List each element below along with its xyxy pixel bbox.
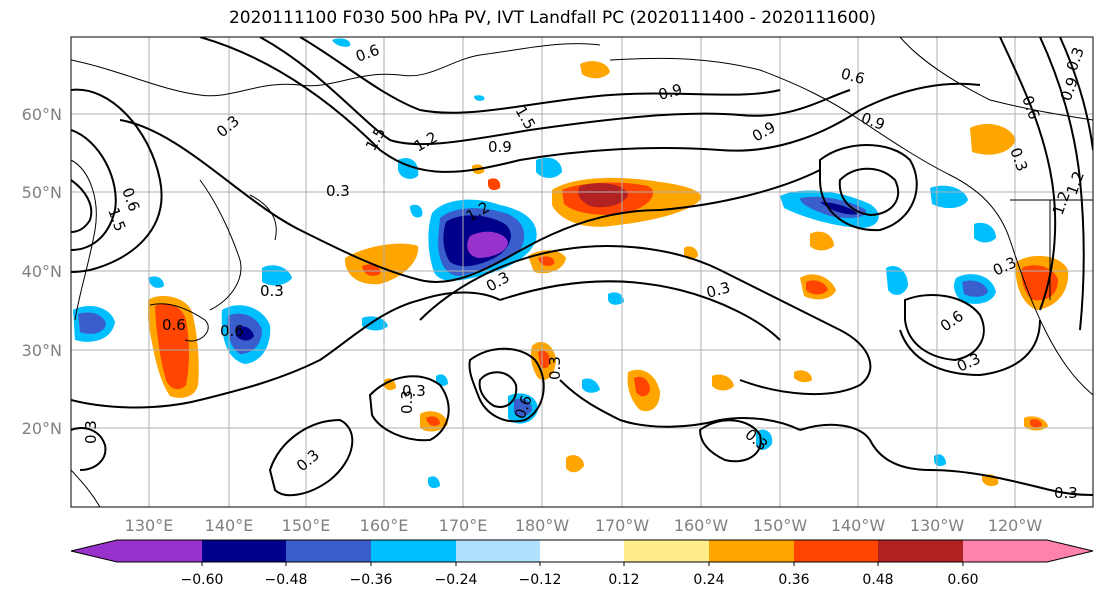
- lon-tick-label: 170°W: [595, 516, 650, 535]
- colorbar-segment: [878, 540, 963, 562]
- colorbar-segment: [963, 540, 1048, 562]
- colorbar-segment: [540, 540, 625, 562]
- colorbar-tick-label: −0.36: [350, 572, 393, 588]
- colorbar-tick-label: 0.60: [947, 572, 978, 588]
- contour-label: 0.9: [488, 138, 512, 156]
- lat-tick-label: 40°N: [22, 262, 62, 281]
- lon-tick-label: 150°E: [282, 516, 331, 535]
- contour-label: 0.3: [398, 390, 416, 414]
- map-frame: [70, 36, 1094, 508]
- colorbar-segment: [456, 540, 541, 562]
- lon-tick-label: 160°W: [674, 516, 729, 535]
- colorbar-tick-label: 0.12: [608, 572, 639, 588]
- lon-tick-label: 140°E: [205, 516, 254, 535]
- colorbar-tick-label: −0.60: [181, 572, 224, 588]
- lat-tick-label: 60°N: [22, 105, 62, 124]
- lon-tick-label: 120°W: [988, 516, 1043, 535]
- lat-tick-label: 30°N: [22, 341, 62, 360]
- map-area: 0.6 0.6 0.9 1.5 0.3 0.9 1.5 1.2 0.9 0.6 …: [71, 37, 1093, 507]
- contour-label: 0.9: [656, 80, 684, 104]
- lat-tick-labels: 20°N 30°N 40°N 50°N 60°N: [22, 105, 62, 438]
- colorbar: −0.60 −0.48 −0.36 −0.24 −0.12 0.12 0.24 …: [70, 539, 1094, 588]
- contour-label: 0.3: [260, 282, 284, 300]
- lon-tick-label: 150°W: [753, 516, 808, 535]
- colorbar-segment: [709, 540, 794, 562]
- colorbar-extend-right: [1047, 540, 1093, 562]
- contour-label: 0.6: [220, 322, 244, 340]
- lon-tick-labels: 130°E 140°E 150°E 160°E 170°E 180°W 170°…: [125, 516, 1043, 535]
- lon-tick-label: 140°W: [831, 516, 886, 535]
- contour-label: 0.3: [82, 420, 100, 444]
- lon-tick-label: 130°W: [910, 516, 965, 535]
- colorbar-tick-label: −0.48: [265, 572, 308, 588]
- colorbar-tick-label: 0.36: [778, 572, 809, 588]
- lon-tick-label: 130°E: [125, 516, 174, 535]
- colorbar-segment: [371, 540, 456, 562]
- ivt-contours: [71, 37, 1093, 497]
- contour-label: 0.3: [402, 382, 426, 400]
- colorbar-extend-left: [71, 540, 117, 562]
- colorbar-segment: [202, 540, 287, 562]
- colorbar-tick-label: −0.24: [435, 572, 478, 588]
- colorbar-segment: [794, 540, 879, 562]
- colorbar-tick-label: 0.48: [862, 572, 893, 588]
- colorbar-segment: [117, 540, 202, 562]
- lat-tick-label: 20°N: [22, 419, 62, 438]
- contour-label: 0.3: [1054, 484, 1078, 502]
- colorbar-tick-label: 0.24: [693, 572, 724, 588]
- map-title: 2020111100 F030 500 hPa PV, IVT Landfall…: [228, 8, 876, 28]
- colorbar-segment: [286, 540, 371, 562]
- coastlines: [71, 37, 1093, 507]
- lon-tick-label: 170°E: [439, 516, 488, 535]
- colorbar-tick-label: −0.12: [519, 572, 562, 588]
- contour-label: 0.3: [546, 356, 564, 380]
- contour-label: 0.6: [162, 316, 186, 334]
- colorbar-segment: [624, 540, 709, 562]
- contour-label: 0.3: [326, 182, 350, 200]
- lon-tick-label: 160°E: [360, 516, 409, 535]
- contour-label: 0.3: [704, 278, 732, 302]
- lat-tick-label: 50°N: [22, 183, 62, 202]
- lon-tick-label: 180°W: [515, 516, 570, 535]
- contour-label: 0.6: [839, 64, 867, 88]
